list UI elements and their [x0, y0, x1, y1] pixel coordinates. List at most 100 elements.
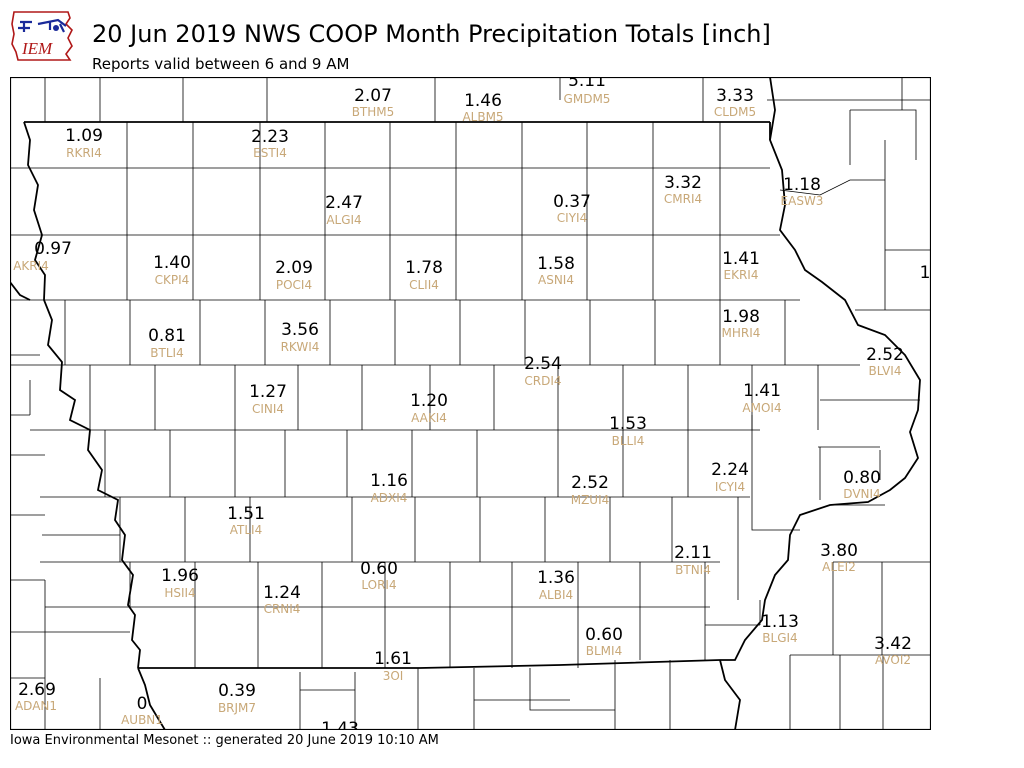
station-value: 2.69 — [18, 680, 56, 700]
station-value: 1.51 — [227, 504, 265, 524]
station-id: CLDM5 — [714, 105, 756, 119]
station-id: DVNI4 — [843, 487, 880, 501]
county-boundaries — [10, 77, 930, 730]
station-value: 1.18 — [783, 175, 821, 195]
map-frame — [10, 77, 931, 730]
station-id: ADAN1 — [15, 699, 57, 713]
station-id: AMOI4 — [742, 401, 781, 415]
station-id: POCI4 — [276, 278, 312, 292]
footer-credit: Iowa Environmental Mesonet :: generated … — [10, 733, 439, 748]
station-value: 0.97 — [34, 239, 72, 259]
station-value: 1.41 — [743, 381, 781, 401]
station-id: BTLI4 — [150, 346, 183, 360]
station-value: 1.53 — [609, 414, 647, 434]
station-value: 2.23 — [251, 127, 289, 147]
station-value: 0.60 — [360, 559, 398, 579]
station-id: BLGI4 — [762, 631, 797, 645]
state-boundaries — [10, 77, 921, 730]
station-id: 3OI — [383, 669, 404, 683]
station-value: 1.46 — [464, 91, 502, 111]
station-value: 0 — [137, 694, 148, 714]
station-id: ADXI4 — [371, 491, 408, 505]
station-id: ALBM5 — [462, 110, 503, 124]
station-value: 0.37 — [553, 192, 591, 212]
station-id: MHRI4 — [722, 326, 761, 340]
station-id: MZUI4 — [571, 493, 610, 507]
station-value: 1.27 — [249, 382, 287, 402]
station-id: RKRI4 — [66, 146, 102, 160]
station-id: BRJM7 — [218, 701, 256, 715]
station-value: 1.16 — [370, 471, 408, 491]
station-id: AVOI2 — [875, 653, 911, 667]
station-value: 1.61 — [374, 649, 412, 669]
station-id: BTHM5 — [352, 105, 395, 119]
station-value: 1.24 — [263, 583, 301, 603]
station-value: 2.47 — [325, 193, 363, 213]
station-id: ATLI4 — [230, 523, 262, 537]
station-value: 2.54 — [524, 354, 562, 374]
station-value: 0.81 — [148, 326, 186, 346]
station-id: ESTI4 — [253, 146, 287, 160]
station-value: 3.42 — [874, 634, 912, 654]
station-id: ASNI4 — [538, 273, 574, 287]
station-id: AKRI4 — [13, 259, 49, 273]
station-id: BLMI4 — [586, 644, 622, 658]
station-value: 5.11 — [568, 77, 606, 91]
station-id: BLVI4 — [869, 364, 902, 378]
station-value: 2.52 — [866, 345, 904, 365]
station-id: CIYI4 — [557, 211, 587, 225]
map-subtitle: Reports valid between 6 and 9 AM — [92, 55, 350, 73]
station-id: CRDI4 — [524, 374, 561, 388]
station-id: LORI4 — [361, 578, 396, 592]
station-value: 2.07 — [354, 86, 392, 106]
map-title: 20 Jun 2019 NWS COOP Month Precipitation… — [92, 20, 771, 48]
partial-station-value: 1.43 — [321, 719, 359, 730]
station-value: 1.40 — [153, 253, 191, 273]
station-value: 2.11 — [674, 543, 712, 563]
station-value: 3.80 — [820, 541, 858, 561]
station-value: 2.09 — [275, 258, 313, 278]
station-value: 1.20 — [410, 391, 448, 411]
station-id: CINI4 — [252, 402, 284, 416]
station-id: AAKI4 — [411, 411, 447, 425]
station-value: 2.52 — [571, 473, 609, 493]
station-id: EASW3 — [781, 194, 824, 208]
